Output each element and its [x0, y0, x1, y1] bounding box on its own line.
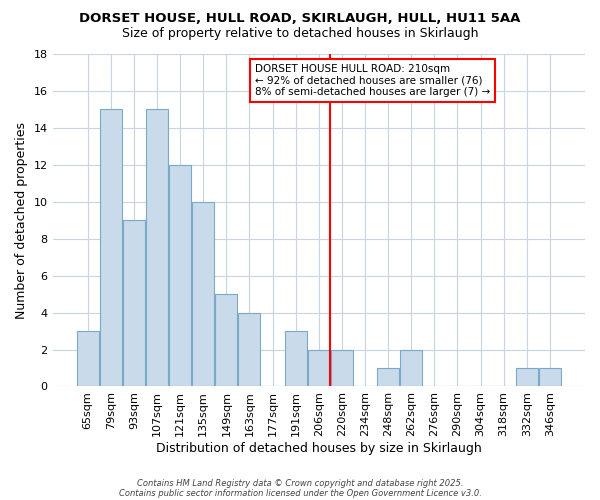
Y-axis label: Number of detached properties: Number of detached properties	[15, 122, 28, 318]
Bar	[539, 368, 561, 386]
Bar	[146, 110, 168, 386]
Bar	[100, 110, 122, 386]
Text: Contains public sector information licensed under the Open Government Licence v3: Contains public sector information licen…	[119, 488, 481, 498]
Text: DORSET HOUSE HULL ROAD: 210sqm
← 92% of detached houses are smaller (76)
8% of s: DORSET HOUSE HULL ROAD: 210sqm ← 92% of …	[255, 64, 490, 97]
Bar	[123, 220, 145, 386]
Text: Size of property relative to detached houses in Skirlaugh: Size of property relative to detached ho…	[122, 28, 478, 40]
Bar	[516, 368, 538, 386]
Bar	[377, 368, 399, 386]
Bar	[308, 350, 330, 387]
Text: Contains HM Land Registry data © Crown copyright and database right 2025.: Contains HM Land Registry data © Crown c…	[137, 478, 463, 488]
Bar	[400, 350, 422, 387]
Bar	[284, 331, 307, 386]
Bar	[192, 202, 214, 386]
Text: DORSET HOUSE, HULL ROAD, SKIRLAUGH, HULL, HU11 5AA: DORSET HOUSE, HULL ROAD, SKIRLAUGH, HULL…	[79, 12, 521, 26]
Bar	[238, 312, 260, 386]
Bar	[77, 331, 98, 386]
Bar	[215, 294, 238, 386]
X-axis label: Distribution of detached houses by size in Skirlaugh: Distribution of detached houses by size …	[156, 442, 482, 455]
Bar	[331, 350, 353, 387]
Bar	[169, 165, 191, 386]
